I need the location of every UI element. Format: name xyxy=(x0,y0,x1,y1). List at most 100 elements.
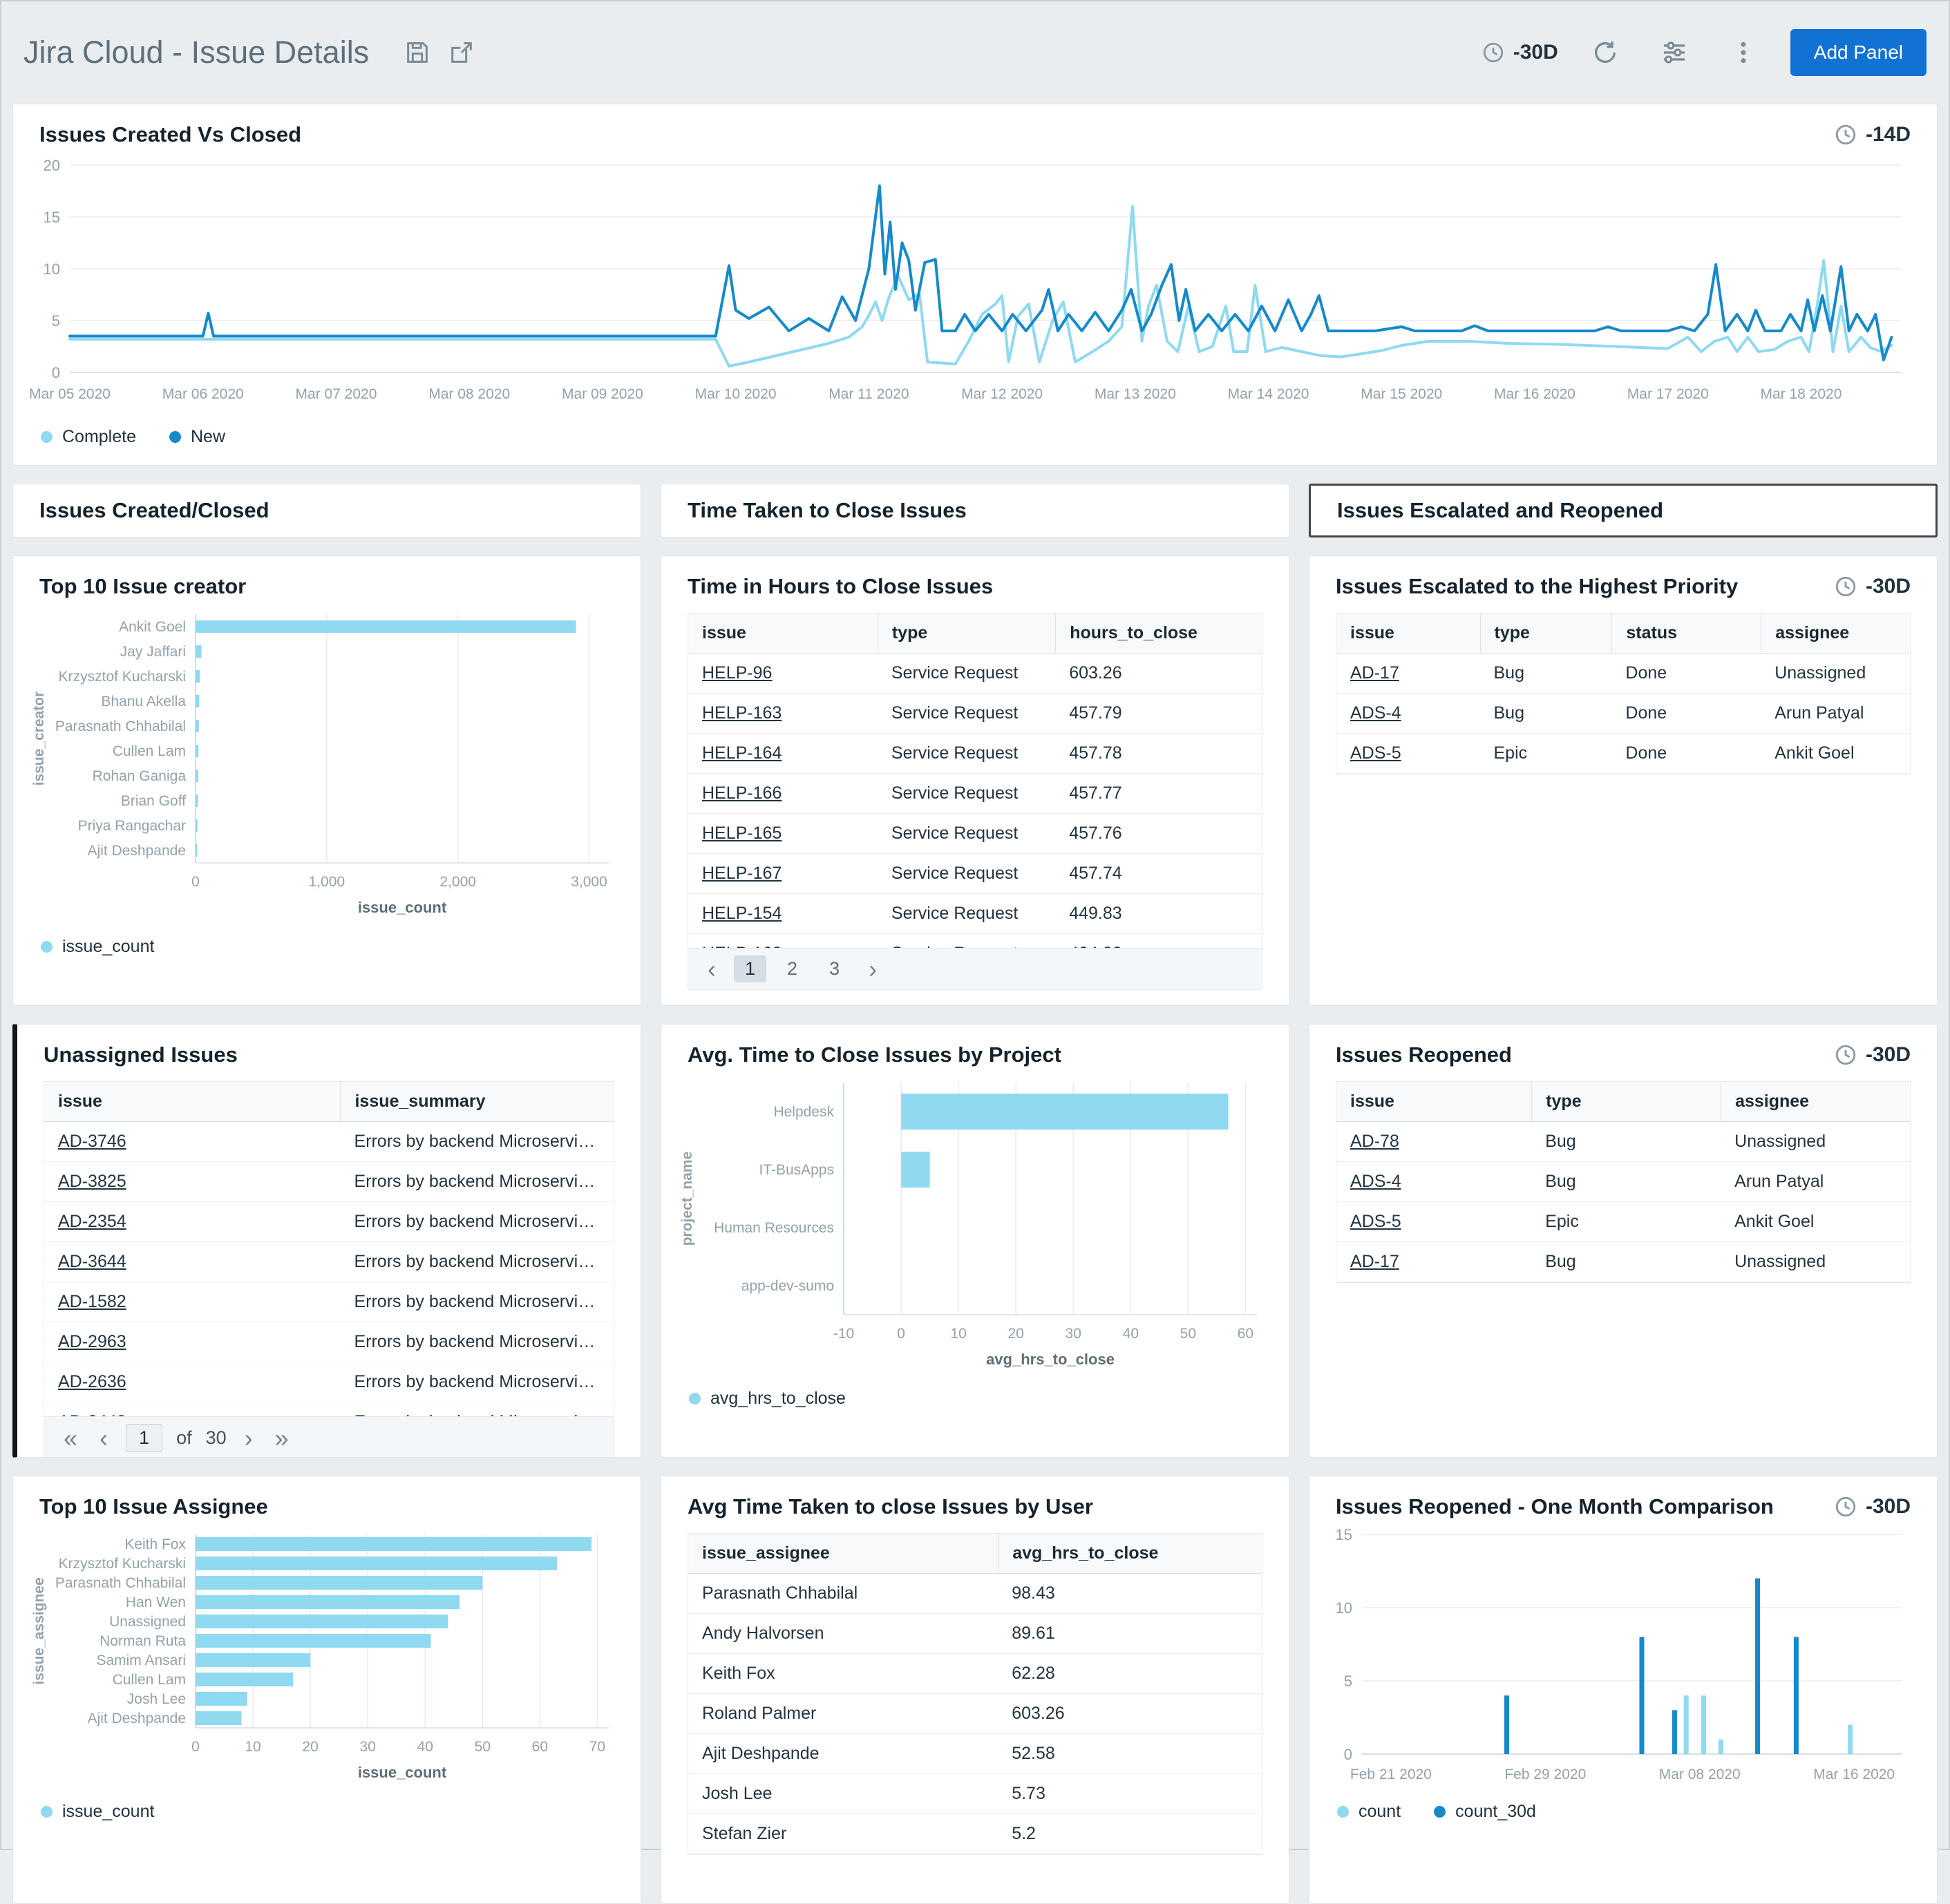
issue-link[interactable]: HELP-167 xyxy=(702,864,782,883)
issue-link[interactable]: AD-3825 xyxy=(58,1172,126,1191)
issue-link[interactable]: AD-2636 xyxy=(58,1372,126,1391)
column-header[interactable]: issue_assignee xyxy=(688,1534,998,1574)
issue-link[interactable]: AD-3448 xyxy=(58,1412,126,1416)
bar[interactable] xyxy=(196,1692,247,1706)
spike-chart-svg: 051015Feb 21 2020Feb 29 2020Mar 08 2020M… xyxy=(1326,1529,1919,1786)
section-issues-created-closed[interactable]: Issues Created/Closed xyxy=(12,484,641,537)
column-header[interactable]: issue xyxy=(44,1082,340,1122)
legend-item[interactable]: count_30d xyxy=(1434,1802,1536,1822)
legend-item[interactable]: count xyxy=(1337,1802,1401,1822)
bar[interactable] xyxy=(196,1615,448,1628)
spike-bar-count_30d[interactable] xyxy=(1794,1637,1799,1754)
bar[interactable] xyxy=(196,1653,310,1667)
legend-item[interactable]: avg_hrs_to_close xyxy=(689,1389,846,1409)
save-icon[interactable] xyxy=(404,39,431,66)
bar[interactable] xyxy=(196,1537,591,1551)
bar[interactable] xyxy=(196,670,200,683)
issue-link[interactable]: HELP-164 xyxy=(702,743,782,763)
issue-link[interactable]: HELP-168 xyxy=(702,944,782,948)
bar[interactable] xyxy=(196,1673,293,1686)
panel-time-range[interactable]: -30D xyxy=(1834,575,1911,598)
legend-item[interactable]: New xyxy=(169,427,225,447)
prev-page-icon[interactable]: ‹ xyxy=(95,1426,112,1451)
legend-item[interactable]: issue_count xyxy=(41,1802,154,1822)
bar[interactable] xyxy=(196,1576,482,1590)
spike-bar-count[interactable] xyxy=(1848,1725,1853,1754)
bar[interactable] xyxy=(196,1711,241,1725)
first-page-icon[interactable]: « xyxy=(59,1426,82,1451)
bar[interactable] xyxy=(196,1556,557,1570)
column-header[interactable]: issue xyxy=(688,613,878,654)
column-header[interactable]: type xyxy=(1480,613,1612,654)
column-header[interactable]: type xyxy=(1531,1082,1721,1122)
dashboard-time-range[interactable]: -30D xyxy=(1482,41,1558,64)
current-page[interactable]: 1 xyxy=(126,1424,162,1452)
page-number[interactable]: 2 xyxy=(776,955,808,982)
issue-link[interactable]: AD-78 xyxy=(1350,1132,1399,1151)
add-panel-button[interactable]: Add Panel xyxy=(1790,29,1927,76)
legend-item[interactable]: Complete xyxy=(41,427,136,447)
spike-bar-count_30d[interactable] xyxy=(1755,1579,1760,1754)
bar[interactable] xyxy=(901,1094,1228,1130)
column-header[interactable]: avg_hrs_to_close xyxy=(998,1534,1262,1574)
issue-link[interactable]: AD-3644 xyxy=(58,1252,126,1271)
refresh-icon[interactable] xyxy=(1591,39,1619,66)
last-page-icon[interactable]: » xyxy=(271,1426,293,1451)
column-header[interactable]: issue xyxy=(1336,1082,1531,1122)
issue-link[interactable]: ADS-5 xyxy=(1350,743,1401,763)
issue-link[interactable]: HELP-166 xyxy=(702,783,782,803)
column-header[interactable]: assignee xyxy=(1761,613,1910,654)
spike-bar-count_30d[interactable] xyxy=(1504,1695,1509,1754)
issue-link[interactable]: ADS-4 xyxy=(1350,703,1401,723)
issue-link[interactable]: AD-2963 xyxy=(58,1332,126,1351)
column-header[interactable]: status xyxy=(1611,613,1761,654)
page-number[interactable]: 3 xyxy=(818,955,851,982)
section-time-taken-to-close[interactable]: Time Taken to Close Issues xyxy=(661,484,1289,537)
bar[interactable] xyxy=(196,695,199,707)
bar[interactable] xyxy=(196,620,576,633)
spike-bar-count[interactable] xyxy=(1701,1695,1706,1754)
column-header[interactable]: issue xyxy=(1336,613,1480,654)
next-page-icon[interactable]: › xyxy=(864,957,881,982)
bar[interactable] xyxy=(901,1152,930,1188)
column-header[interactable]: type xyxy=(878,613,1055,654)
spike-bar-count_30d[interactable] xyxy=(1672,1710,1677,1754)
bar[interactable] xyxy=(196,844,197,857)
panel-time-range[interactable]: -30D xyxy=(1834,1495,1911,1519)
export-icon[interactable] xyxy=(448,39,475,66)
issue-link[interactable]: AD-2354 xyxy=(58,1212,126,1231)
issue-link[interactable]: ADS-4 xyxy=(1350,1172,1401,1191)
issue-link[interactable]: HELP-165 xyxy=(702,824,782,843)
bar[interactable] xyxy=(196,720,199,732)
bar[interactable] xyxy=(196,794,198,807)
issue-link[interactable]: HELP-163 xyxy=(702,703,782,723)
issue-link[interactable]: AD-3746 xyxy=(58,1132,126,1151)
bar[interactable] xyxy=(196,745,198,757)
bar[interactable] xyxy=(196,819,198,832)
panel-time-range[interactable]: -14D xyxy=(1834,123,1911,146)
kebab-menu-icon[interactable] xyxy=(1730,39,1757,66)
prev-page-icon[interactable]: ‹ xyxy=(703,957,720,982)
issue-link[interactable]: AD-17 xyxy=(1350,1252,1399,1271)
bar[interactable] xyxy=(196,645,202,658)
bar[interactable] xyxy=(196,1595,460,1609)
issue-link[interactable]: AD-17 xyxy=(1350,663,1399,683)
legend-item[interactable]: issue_count xyxy=(41,937,154,957)
spike-bar-count_30d[interactable] xyxy=(1639,1637,1644,1754)
bar[interactable] xyxy=(196,770,198,782)
column-header[interactable]: hours_to_close xyxy=(1055,613,1262,654)
column-header[interactable]: assignee xyxy=(1721,1082,1910,1122)
issue-link[interactable]: HELP-154 xyxy=(702,904,782,923)
page-number[interactable]: 1 xyxy=(734,955,766,982)
spike-bar-count[interactable] xyxy=(1684,1695,1689,1754)
spike-bar-count[interactable] xyxy=(1719,1740,1723,1754)
issue-link[interactable]: HELP-96 xyxy=(702,663,772,683)
section-issues-escalated-reopened[interactable]: Issues Escalated and Reopened xyxy=(1309,484,1938,537)
next-page-icon[interactable]: › xyxy=(240,1426,257,1451)
bar[interactable] xyxy=(196,1634,431,1648)
issue-link[interactable]: ADS-5 xyxy=(1350,1212,1401,1231)
issue-link[interactable]: AD-1582 xyxy=(58,1292,126,1311)
column-header[interactable]: issue_summary xyxy=(340,1082,614,1122)
panel-time-range[interactable]: -30D xyxy=(1834,1043,1911,1067)
sliders-icon[interactable] xyxy=(1660,39,1688,66)
